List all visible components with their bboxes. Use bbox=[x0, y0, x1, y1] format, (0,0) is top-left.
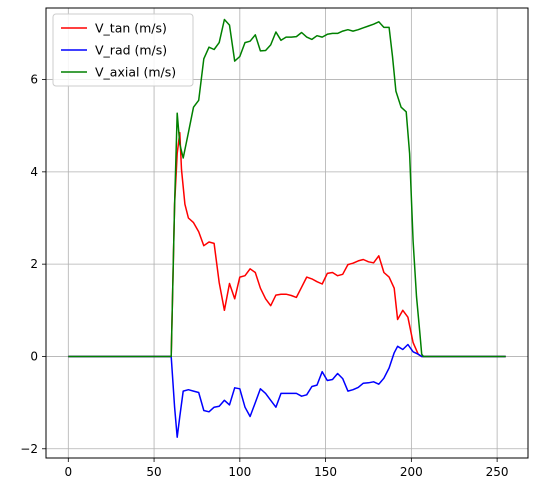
x-tick-label: 150 bbox=[314, 465, 337, 479]
legend-label: V_rad (m/s) bbox=[95, 43, 167, 58]
legend: V_tan (m/s) V_rad (m/s) V_axial (m/s) bbox=[52, 13, 194, 87]
x-tick-label: 100 bbox=[228, 465, 251, 479]
legend-box bbox=[52, 13, 194, 87]
series-line-2 bbox=[68, 18, 506, 358]
series-line-0 bbox=[68, 131, 506, 358]
legend-label: V_tan (m/s) bbox=[95, 21, 167, 36]
y-tick-label: 4 bbox=[30, 165, 38, 179]
legend-label: V_axial (m/s) bbox=[95, 65, 176, 80]
plot-frame bbox=[45, 7, 529, 459]
y-tick-label: 0 bbox=[30, 349, 38, 363]
y-tick-label: 2 bbox=[30, 257, 38, 271]
series-line-1 bbox=[68, 343, 506, 438]
y-tick-label: −2 bbox=[20, 442, 38, 456]
x-tick-label: 200 bbox=[400, 465, 423, 479]
x-tick-label: 50 bbox=[146, 465, 161, 479]
y-tick-label: 6 bbox=[30, 73, 38, 87]
ticks: 0 50 100 150 200 250 −2 0 2 4 6 bbox=[20, 73, 508, 479]
x-tick-label: 0 bbox=[64, 465, 72, 479]
series-lines bbox=[68, 18, 506, 438]
x-tick-label: 250 bbox=[486, 465, 509, 479]
